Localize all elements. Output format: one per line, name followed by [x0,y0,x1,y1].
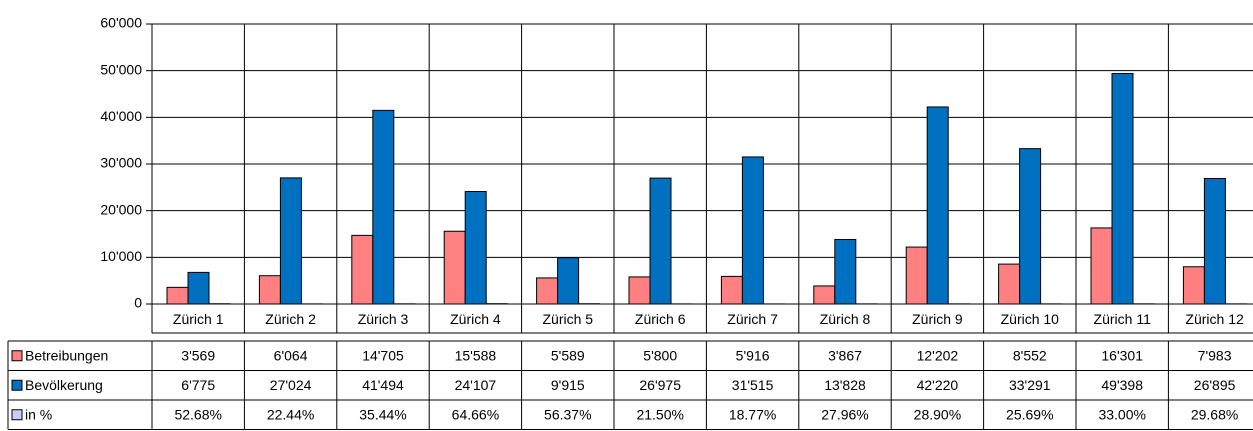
table-value: 5'800 [643,347,677,363]
x-tick-label: Zürich 11 [1094,311,1152,327]
x-tick-label: Zürich 5 [543,311,594,327]
bar [166,286,189,305]
y-tick-label: 50'000 [100,61,142,77]
table-value: 26'975 [639,377,681,393]
bar [187,271,210,305]
table-value: 13'828 [824,377,866,393]
bar [372,109,395,305]
table-value: 21.50% [636,406,683,422]
table-value: 3'569 [181,347,215,363]
table-value: 29.68% [1191,406,1238,422]
table-value: 5'589 [551,347,585,363]
x-tick-label: Zürich 9 [912,311,963,327]
legend-label: in % [25,406,52,422]
x-tick-label: Zürich 3 [358,311,409,327]
bar [1111,72,1134,305]
table-value: 49'398 [1101,377,1143,393]
table-value: 56.37% [544,406,591,422]
x-tick-label: Zürich 6 [635,311,686,327]
bar [1203,177,1226,305]
x-tick-label: Zürich 4 [450,311,501,327]
table-value: 8'552 [1013,347,1047,363]
bar [1090,227,1113,305]
bar [1019,148,1042,305]
table-value: 5'916 [736,347,770,363]
table-value: 18.77% [729,406,776,422]
table-value: 52.68% [174,406,221,422]
table-value: 6'775 [181,377,215,393]
bar [279,177,302,305]
bar [905,246,928,305]
table-value: 33'291 [1009,377,1051,393]
bar [813,285,836,305]
table-value: 27.96% [821,406,868,422]
table-value: 64.66% [452,406,499,422]
bar [536,277,559,305]
legend-key [11,409,23,421]
y-tick-label: 10'000 [100,248,142,264]
table-value: 35.44% [359,406,406,422]
bar [258,275,281,305]
table-value: 3'867 [828,347,862,363]
x-tick-label: Zürich 8 [820,311,871,327]
legend-label: Betreibungen [25,347,108,363]
bar [998,263,1021,305]
x-tick-label: Zürich 12 [1185,311,1244,327]
bar [649,177,672,305]
bar [741,156,764,305]
y-tick-label: 60'000 [100,15,142,31]
table-value: 9'915 [551,377,585,393]
table-value: 24'107 [455,377,497,393]
table-value: 16'301 [1101,347,1143,363]
bar [557,257,580,305]
y-tick-label: 0 [134,295,142,311]
y-tick-label: 20'000 [100,201,142,217]
table-value: 7'983 [1198,347,1232,363]
y-tick-label: 40'000 [100,108,142,124]
bar [1182,266,1205,305]
table-value: 27'024 [270,377,312,393]
x-tick-label: Zürich 1 [173,311,224,327]
table-value: 15'588 [455,347,497,363]
x-tick-label: Zürich 2 [265,311,316,327]
bar [720,275,743,305]
legend-key [11,379,23,391]
bar [464,191,487,305]
table-value: 14'705 [362,347,404,363]
table-value: 25.69% [1006,406,1053,422]
legend-key [11,350,23,362]
table-value: 12'202 [917,347,959,363]
x-tick-label: Zürich 7 [727,311,778,327]
table-value: 31'515 [732,377,774,393]
bar [834,238,857,305]
table-value: 26'895 [1194,377,1236,393]
y-tick-label: 30'000 [100,155,142,171]
x-tick-label: Zürich 10 [1001,311,1060,327]
bar [926,106,949,305]
table-value: 28.90% [914,406,961,422]
legend-label: Bevölkerung [25,377,103,393]
table-value: 42'220 [917,377,959,393]
table-value: 22.44% [267,406,314,422]
bar [443,230,466,305]
table-value: 41'494 [362,377,404,393]
table-value: 6'064 [274,347,308,363]
bar [628,276,651,305]
bar [351,234,374,305]
table-value: 33.00% [1098,406,1145,422]
